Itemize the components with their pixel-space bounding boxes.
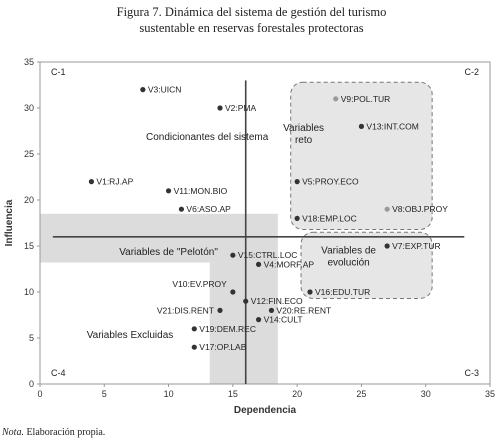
quadrant-label-c4: C-4 [51, 368, 66, 378]
data-point [178, 206, 185, 212]
point-label: V9:POL.TUR [341, 94, 391, 104]
data-point [268, 307, 275, 313]
point-label: V13:INT.COM [366, 121, 418, 131]
point-label: V18:EMP.LOC [302, 213, 357, 223]
y-tick-label: 35 [24, 57, 34, 67]
x-tick-label: 20 [292, 389, 302, 399]
figure-note: Nota. Elaboración propia. [2, 427, 105, 438]
point-label: V4:MORF.AP [264, 259, 315, 269]
x-tick-label: 0 [37, 389, 42, 399]
data-point [384, 206, 390, 212]
point-label: V17:OP.LAB [199, 342, 246, 352]
data-point [294, 179, 300, 185]
data-point [333, 96, 339, 102]
y-axis-label: Influencia [4, 199, 15, 246]
region-box-reto [290, 81, 433, 230]
figure-title-line-1: Figura 7. Dinámica del sistema de gestió… [116, 5, 387, 19]
x-axis-label: Dependencia [234, 405, 297, 416]
note-label: Nota. [2, 427, 24, 438]
point-label: V11:MON.BIO [174, 186, 228, 196]
data-point [165, 188, 172, 194]
point-label: V14:CULT [264, 315, 303, 325]
region-label: Variables de evolución [321, 245, 376, 268]
data-point [294, 215, 300, 221]
point-label: V21:DIS.RENT [157, 305, 214, 315]
x-tick-label: 35 [485, 389, 495, 399]
y-tick-label: 25 [24, 149, 34, 159]
x-tick-label: 5 [102, 389, 107, 399]
point-label: V7:EXP.TUR [392, 241, 441, 251]
point-label: V20:RE.RENT [276, 305, 331, 315]
data-point [140, 87, 146, 93]
data-point [307, 289, 313, 295]
point-label: V5:PROY.ECO [302, 177, 359, 187]
region-label: Variables Excluidas [87, 330, 174, 341]
quadrant-label-c2: C-2 [464, 67, 479, 77]
point-label: V8:OBJ.PROY [392, 204, 448, 214]
data-point [230, 252, 236, 258]
figure-title: Figura 7. Dinámica del sistema de gestió… [0, 4, 503, 36]
point-label: V1:RJ.AP [96, 177, 133, 187]
data-point [217, 105, 223, 111]
y-tick-label: 5 [29, 333, 34, 343]
y-tick-label: 20 [24, 195, 34, 205]
region-label: Condicionantes del sistema [146, 132, 269, 143]
data-point [88, 179, 95, 185]
shade-vertical-band [209, 262, 278, 384]
point-label: V12:FIN.ECO [251, 296, 303, 306]
data-point [255, 261, 262, 267]
data-point [384, 243, 390, 249]
x-tick-label: 15 [228, 389, 238, 399]
point-label: V6:ASO.AP [186, 204, 231, 214]
point-label: V16:EDU.TUR [315, 287, 370, 297]
region-box-evolucion [300, 231, 433, 299]
plot-frame [39, 61, 491, 385]
y-tick-label: 0 [29, 379, 34, 389]
data-point [191, 326, 197, 332]
y-tick-label: 30 [24, 103, 34, 113]
data-point [217, 307, 223, 313]
point-label: V2:PMA [225, 103, 257, 113]
data-point [191, 344, 197, 350]
region-label: Variables reto [283, 123, 324, 146]
figure-title-line-2: sustentable en reservas forestales prote… [139, 21, 364, 35]
data-point [230, 289, 236, 295]
data-point [243, 298, 249, 304]
point-label: V19:DEM.REC [199, 324, 256, 334]
y-tick-label: 15 [24, 241, 34, 251]
quadrant-label-c3: C-3 [464, 368, 479, 378]
y-tick-label: 10 [24, 287, 34, 297]
quadrant-label-c1: C-1 [51, 67, 66, 77]
point-label: V3:UICN [148, 85, 182, 95]
data-point [255, 317, 262, 323]
x-tick-label: 25 [356, 389, 366, 399]
point-label: V15:CTRL.LOC [238, 250, 298, 260]
x-tick-label: 30 [421, 389, 431, 399]
note-text: Elaboración propia. [23, 427, 106, 438]
point-label: V10:EV.PROY [172, 279, 227, 289]
shade-horizontal-band [40, 213, 278, 263]
x-tick-label: 10 [164, 389, 174, 399]
region-label: Variables de "Pelotón" [119, 247, 218, 258]
data-point [358, 123, 365, 129]
